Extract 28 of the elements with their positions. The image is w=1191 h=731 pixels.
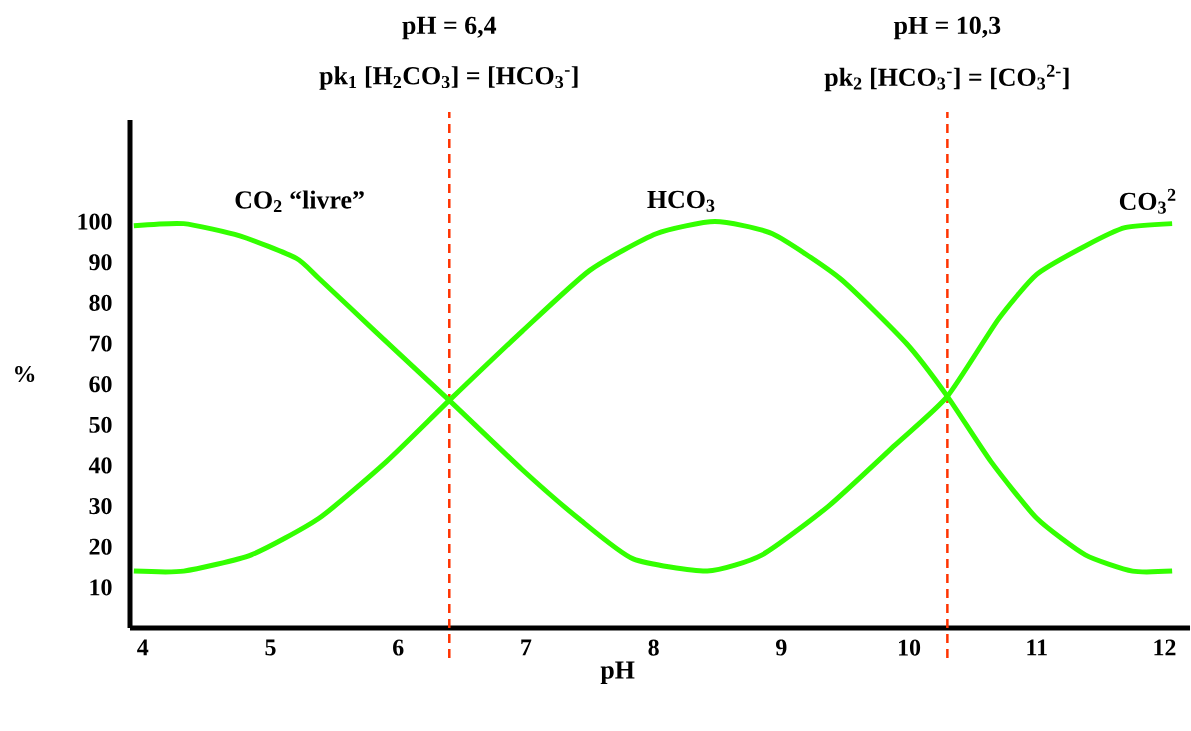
- y-tick-label: 90: [89, 254, 112, 271]
- x-tick-label: 8: [648, 639, 659, 656]
- y-tick-label: 40: [88, 457, 112, 474]
- y-tick-label: 60: [89, 376, 112, 393]
- x-tick-label: 4: [137, 639, 149, 656]
- y-tick-label: 50: [89, 416, 112, 433]
- y-tick-label: 10: [90, 579, 112, 596]
- x-tick-label: 5: [265, 639, 276, 656]
- x-tick-label: 9: [776, 639, 787, 656]
- annotation: CO$_{2}$ “livre”: [235, 190, 364, 213]
- y-tick-label: 100: [78, 213, 112, 230]
- x-tick-label: 10: [899, 639, 921, 656]
- y-axis-title: %: [15, 365, 35, 383]
- text: pH = 10,3: [893, 16, 1001, 40]
- annotation: CO$_{3}$2: [1119, 188, 1176, 214]
- x-tick-label: 11: [1027, 639, 1047, 656]
- x-tick-label: 12: [1154, 639, 1176, 656]
- annotation: HCO$_{3}$: [647, 190, 715, 212]
- text: pH = 6,4: [402, 16, 497, 40]
- y-tick-label: 20: [89, 538, 112, 555]
- y-tick-label: 30: [89, 498, 112, 515]
- x-tick-label: 6: [393, 639, 404, 656]
- y-tick-label: 70: [89, 335, 112, 352]
- x-axis-title: pH: [600, 661, 635, 684]
- y-tick-label: 80: [89, 294, 112, 311]
- text: pk$_{2}$ [HCO$_{3}$$^{-}$] = [CO$_{3}$$^{2-}$]: [824, 64, 1069, 92]
- text: pk$_{1}$ [H$_{2}$CO$_{3}$] = [HCO$_{3}$$^{-}$]: [319, 66, 578, 90]
- x-tick-label: 7: [521, 639, 532, 656]
